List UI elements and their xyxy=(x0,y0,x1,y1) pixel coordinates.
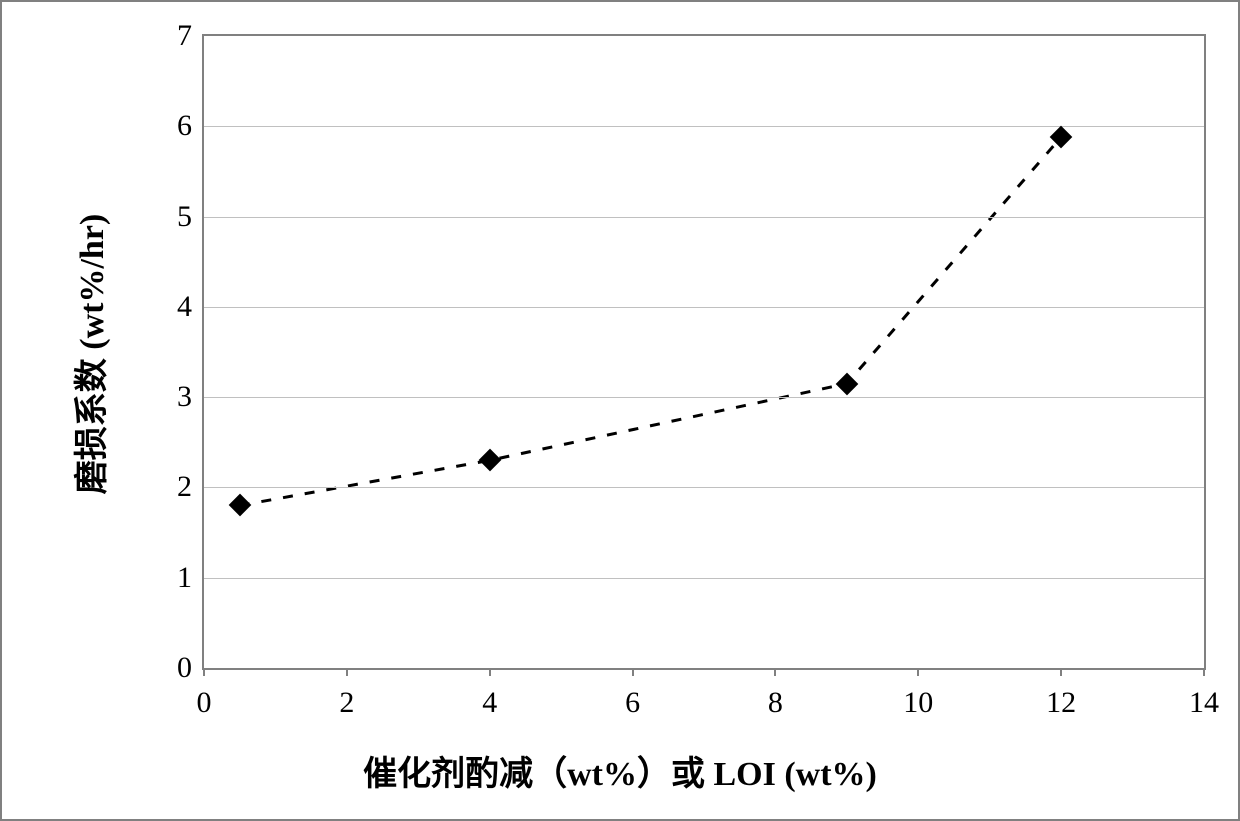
x-tick-mark xyxy=(632,668,634,676)
x-tick-label: 12 xyxy=(1046,686,1076,720)
x-tick-label: 14 xyxy=(1189,686,1219,720)
gridline xyxy=(204,217,1204,218)
gridline xyxy=(204,578,1204,579)
x-tick-mark xyxy=(774,668,776,676)
x-tick-label: 6 xyxy=(625,686,640,720)
y-tick-label: 2 xyxy=(177,470,192,504)
data-line xyxy=(240,137,1061,505)
x-tick-mark xyxy=(346,668,348,676)
chart-container: 0123456702468101214 磨损系数 (wt%/hr) 催化剂酌减（… xyxy=(0,0,1240,821)
x-tick-label: 2 xyxy=(339,686,354,720)
x-axis-title: 催化剂酌减（wt%）或 LOI (wt%) xyxy=(363,746,877,795)
y-axis-title: 磨损系数 (wt%/hr) xyxy=(64,214,113,494)
y-tick-label: 0 xyxy=(177,651,192,685)
plot-area: 0123456702468101214 xyxy=(202,34,1206,670)
x-tick-mark xyxy=(1060,668,1062,676)
x-tick-mark xyxy=(203,668,205,676)
x-tick-mark xyxy=(489,668,491,676)
y-tick-label: 6 xyxy=(177,109,192,143)
gridline xyxy=(204,487,1204,488)
data-marker xyxy=(1050,126,1073,149)
y-tick-label: 1 xyxy=(177,561,192,595)
x-tick-mark xyxy=(917,668,919,676)
data-marker xyxy=(836,372,859,395)
y-tick-label: 5 xyxy=(177,200,192,234)
data-marker xyxy=(228,494,251,517)
y-tick-label: 3 xyxy=(177,380,192,414)
gridline xyxy=(204,307,1204,308)
x-tick-label: 8 xyxy=(768,686,783,720)
x-tick-label: 10 xyxy=(903,686,933,720)
y-tick-label: 7 xyxy=(177,19,192,53)
y-tick-label: 4 xyxy=(177,290,192,324)
x-tick-label: 0 xyxy=(197,686,212,720)
data-marker xyxy=(478,449,501,472)
gridline xyxy=(204,126,1204,127)
gridline xyxy=(204,397,1204,398)
x-tick-label: 4 xyxy=(482,686,497,720)
x-tick-mark xyxy=(1203,668,1205,676)
